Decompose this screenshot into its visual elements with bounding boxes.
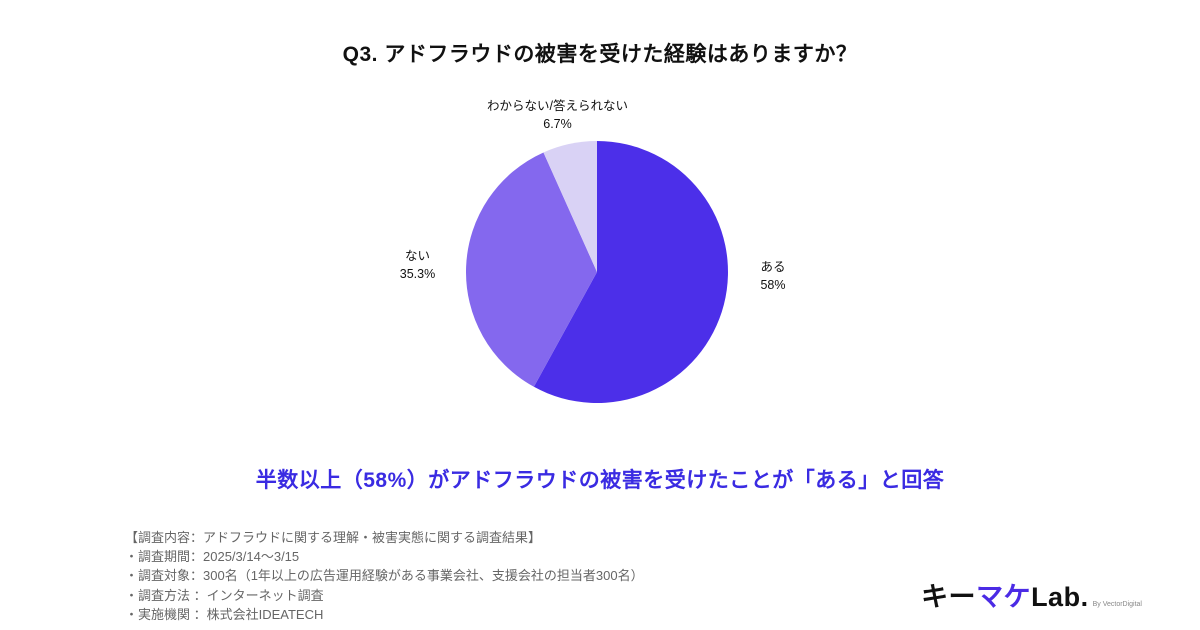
pie-label-yes: ある 58% <box>718 258 828 294</box>
pie-label-unknown: わからない/答えられない 6.7% <box>440 97 675 133</box>
pie-slice-no <box>465 152 597 387</box>
pie-chart-svg <box>465 141 728 403</box>
pie-slice-yes <box>533 141 728 403</box>
pie-label-unknown-name: わからない/答えられない <box>487 99 628 113</box>
logo-text-kii: キー <box>921 582 977 612</box>
pie-label-no-name: ない <box>404 249 430 263</box>
survey-notes: 【調査内容：アドフラウドに関する理解・被害実態に関する調査結果】 ・調査期間：2… <box>125 528 644 624</box>
survey-heading: 【調査内容：アドフラウドに関する理解・被害実態に関する調査結果】 <box>125 530 542 545</box>
logo-text-make: マケ <box>976 582 1032 612</box>
chart-title: Q3. アドフラウドの被害を受けた経験はありますか？ <box>342 43 858 66</box>
pie-label-yes-name: ある <box>760 260 786 274</box>
highlight-text: 半数以上（58%）がアドフラウドの被害を受けたことが「ある」と回答 <box>255 469 945 492</box>
pie-label-yes-value: 58% <box>760 278 786 293</box>
pie-slice-unknown <box>543 141 597 272</box>
keymake-lab-logo: キー マケ Lab. By VectorDigital <box>921 575 1142 614</box>
survey-line-period: ・調査期間：2025/3/14〜3/15 <box>125 549 300 565</box>
logo-text-lab: Lab. <box>1031 582 1089 612</box>
survey-line-agency: ・実施機関 ：株式会社IDEATECH <box>125 606 324 622</box>
survey-line-target: ・調査対象：300名（1年以上の広告運用経験がある事業会社、支援会社の担当者30… <box>125 568 644 584</box>
survey-line-method: ・調査方法 ：インターネット調査 <box>125 587 324 603</box>
logo-byline: By VectorDigital <box>1092 601 1142 608</box>
pie-label-no-value: 35.3% <box>399 267 436 282</box>
pie-label-no: ない 35.3% <box>360 247 475 283</box>
pie-label-unknown-value: 6.7% <box>543 117 572 132</box>
pie-chart <box>465 141 728 403</box>
